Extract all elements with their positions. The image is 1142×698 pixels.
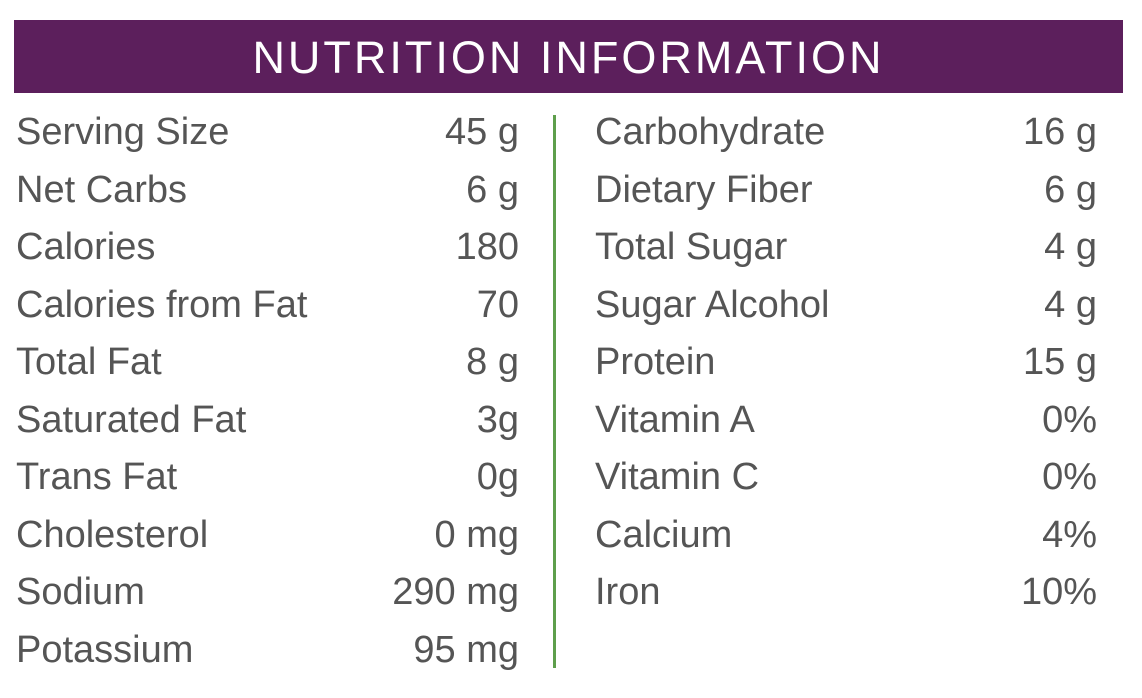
row-value: 0 mg <box>434 513 519 556</box>
row-label: Saturated Fat <box>16 398 247 441</box>
row-label: Potassium <box>16 628 194 671</box>
row-label: Total Fat <box>16 341 162 383</box>
row-label: Net Carbs <box>16 168 188 211</box>
row-label: Vitamin C <box>595 456 760 498</box>
row-value: 16 g <box>1023 111 1097 153</box>
row-label: Sodium <box>16 571 145 613</box>
row-value: 3g <box>476 398 519 441</box>
row-value: 4 g <box>1044 226 1097 268</box>
row-value: 0g <box>476 456 519 498</box>
row-label: Dietary Fiber <box>595 168 813 211</box>
row-value: 4 g <box>1044 283 1097 326</box>
row-label: Calcium <box>595 513 733 556</box>
row-label: Serving Size <box>16 111 230 153</box>
row-value: 0% <box>1042 456 1097 498</box>
row-value: 6 g <box>1044 168 1097 211</box>
row-value: 0% <box>1042 398 1097 441</box>
row-value: 290 mg <box>392 571 519 613</box>
row-label: Protein <box>595 341 716 383</box>
row-value: 45 g <box>445 111 519 153</box>
row-label: Carbohydrate <box>595 111 826 153</box>
row-value: 180 <box>455 226 519 268</box>
row-label: Total Sugar <box>595 226 788 268</box>
header-bar: NUTRITION INFORMATION <box>14 20 1123 93</box>
title: NUTRITION INFORMATION <box>252 32 885 83</box>
row-value: 6 g <box>466 168 519 211</box>
row-label: Calories <box>16 226 156 268</box>
row-label: Vitamin A <box>595 398 755 441</box>
row-value: 70 <box>476 283 519 326</box>
row-label: Trans Fat <box>16 456 178 498</box>
row-value: 10% <box>1020 571 1097 613</box>
row-label: Cholesterol <box>16 513 209 556</box>
row-label: Sugar Alcohol <box>595 283 830 326</box>
row-value: 4% <box>1042 513 1097 556</box>
row-label: Iron <box>595 571 661 613</box>
row-value: 95 mg <box>413 628 519 671</box>
column-divider <box>553 115 556 668</box>
row-value: 15 g <box>1023 341 1097 383</box>
row-label: Calories from Fat <box>16 283 308 326</box>
row-value: 8 g <box>466 341 519 383</box>
